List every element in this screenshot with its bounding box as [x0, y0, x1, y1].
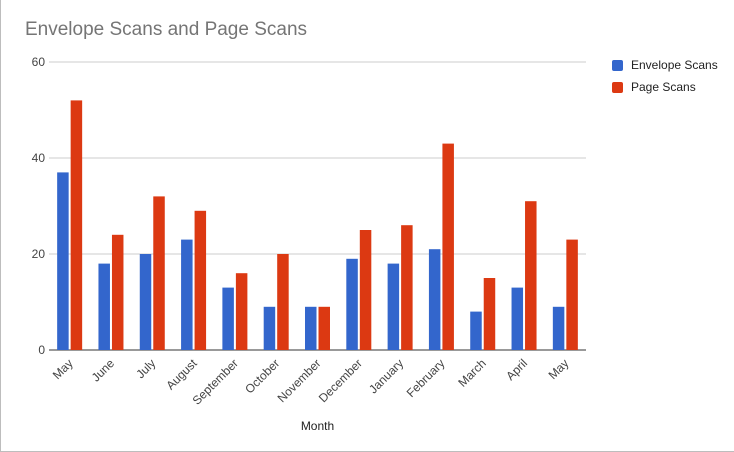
bar-envelope-scans [387, 263, 400, 350]
bar-envelope-scans [305, 306, 317, 350]
y-tick-label: 60 [32, 55, 46, 69]
bar-page-scans [318, 306, 330, 350]
x-axis-title: Month [301, 419, 334, 433]
x-tick-label: May [546, 356, 572, 382]
bar-page-scans [525, 201, 537, 350]
legend-label-page-scans: Page Scans [631, 80, 696, 94]
bar-page-scans [111, 234, 124, 350]
bar-page-scans [359, 230, 372, 350]
legend-item-page-scans[interactable]: Page Scans [612, 76, 718, 98]
y-tick-label: 20 [32, 247, 46, 261]
bar-envelope-scans [263, 306, 276, 350]
bar-envelope-scans [57, 172, 69, 350]
bar-envelope-scans [552, 306, 565, 350]
bar-envelope-scans [181, 239, 193, 350]
bar-page-scans [401, 225, 413, 350]
x-tick-label: January [366, 356, 406, 396]
bar-envelope-scans [470, 311, 482, 350]
bar-envelope-scans [428, 249, 441, 350]
x-tick-label: November [275, 356, 324, 405]
bar-envelope-scans [511, 287, 524, 350]
bar-page-scans [153, 196, 165, 350]
chart-title: Envelope Scans and Page Scans [25, 19, 308, 40]
bar-envelope-scans [346, 258, 358, 350]
bar-page-scans [483, 278, 496, 350]
x-tick-label: June [89, 356, 118, 385]
x-tick-label: December [316, 356, 365, 405]
legend-item-envelope-scans[interactable]: Envelope Scans [612, 54, 718, 76]
x-tick-label: October [242, 356, 282, 396]
y-tick-label: 0 [38, 343, 45, 357]
y-tick-label: 40 [32, 151, 46, 165]
x-tick-label: March [455, 356, 488, 389]
x-tick-label: May [50, 356, 76, 382]
legend: Envelope Scans Page Scans [612, 54, 718, 98]
bar-envelope-scans [98, 263, 110, 350]
legend-swatch-envelope-scans [612, 59, 623, 71]
x-tick-label: July [133, 356, 158, 381]
x-tick-label: February [404, 356, 448, 400]
bar-page-scans [442, 143, 454, 350]
bar-page-scans [70, 100, 83, 351]
x-tick-label: August [163, 356, 200, 393]
legend-label-envelope-scans: Envelope Scans [631, 58, 718, 72]
legend-swatch-page-scans [612, 81, 623, 93]
bar-page-scans [194, 210, 207, 350]
x-tick-label: April [503, 356, 530, 383]
bar-envelope-scans [139, 254, 152, 350]
bar-page-scans [235, 273, 248, 350]
bar-envelope-scans [222, 287, 234, 350]
bar-page-scans [277, 254, 289, 350]
bar-page-scans [566, 239, 578, 350]
